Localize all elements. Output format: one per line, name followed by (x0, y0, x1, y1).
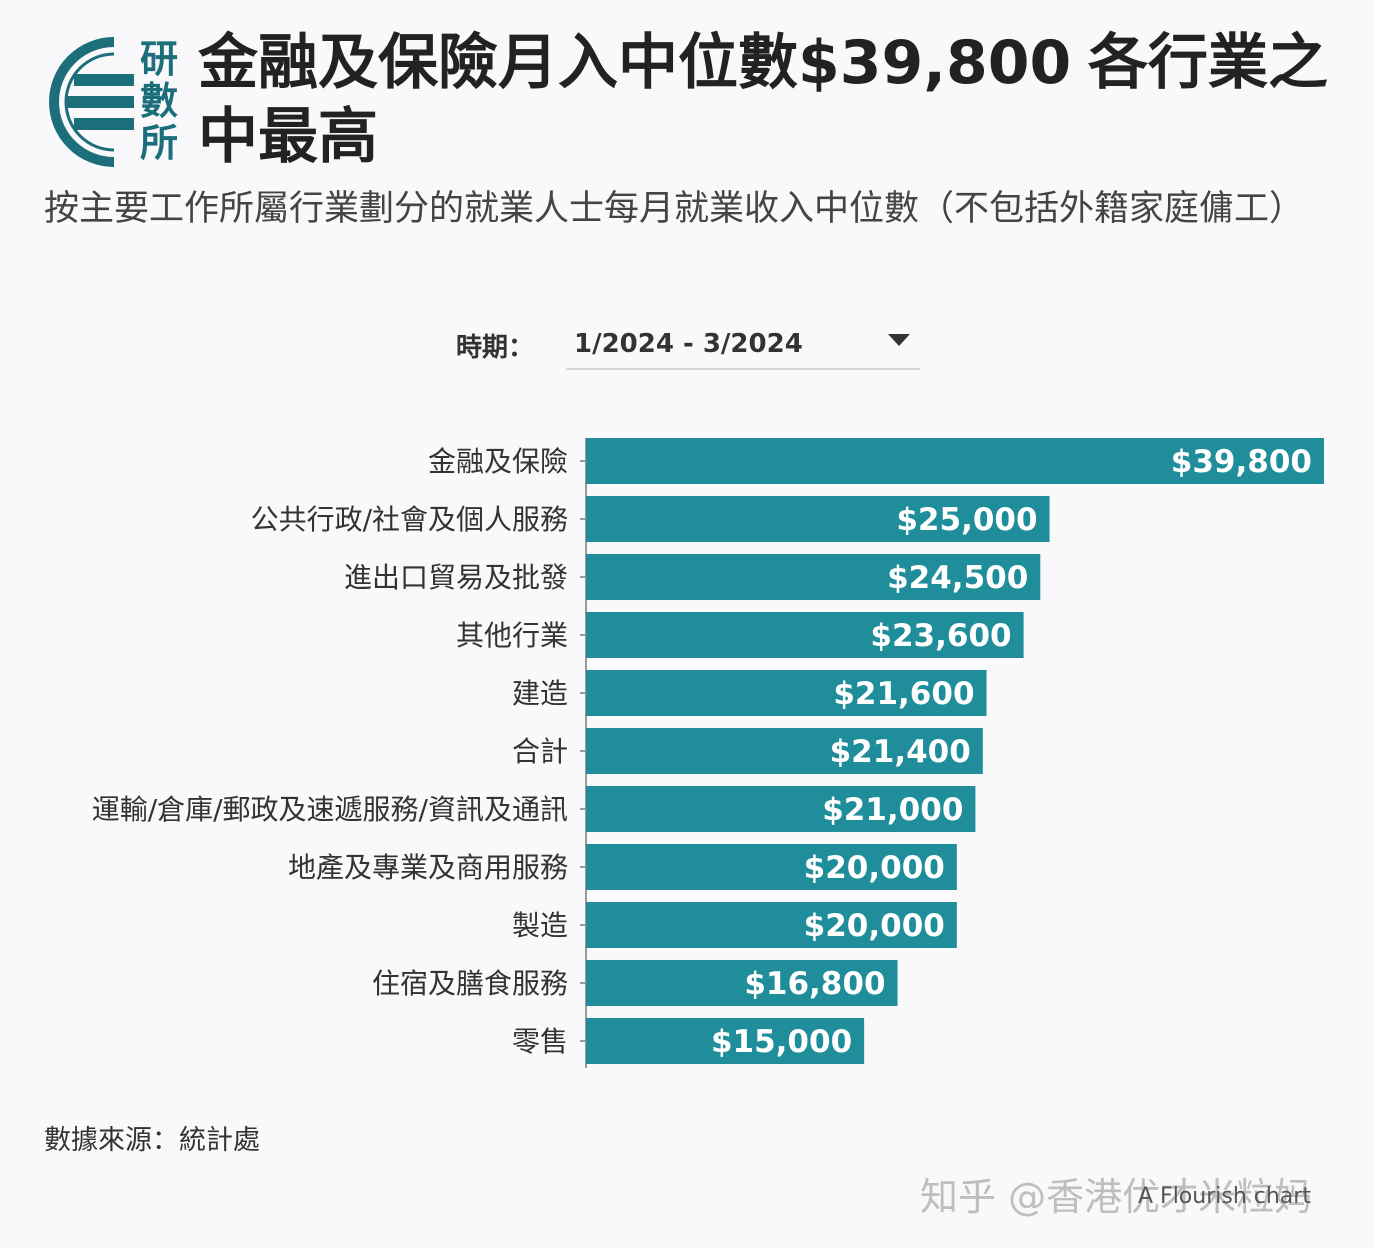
bar[interactable] (586, 496, 1050, 542)
bar-value-label: $16,800 (744, 966, 885, 1002)
bar-value-label: $21,000 (822, 792, 963, 828)
bar[interactable] (586, 612, 1024, 658)
bar-value-label: $39,800 (1171, 444, 1312, 480)
category-label: 建造 (512, 677, 568, 710)
bar-value-label: $21,600 (833, 676, 974, 712)
watermark: 知乎 @香港优才米粒妈 (920, 1175, 1313, 1219)
category-label: 金融及保險 (428, 445, 568, 478)
bar-value-label: $23,600 (870, 618, 1011, 654)
logo (44, 34, 184, 170)
bar[interactable] (586, 786, 976, 832)
bar-value-label: $25,000 (896, 502, 1037, 538)
logo-text: 研 數 所 (136, 38, 182, 164)
category-label: 進出口貿易及批發 (344, 561, 568, 594)
category-label: 公共行政/社會及個人服務 (251, 503, 568, 536)
chart-title: 金融及保險月入中位數$39,800 各行業之 中最高 (198, 26, 1348, 174)
bar[interactable] (586, 728, 983, 774)
category-label: 運輸/倉庫/郵政及速遞服務/資訊及通訊 (92, 793, 568, 826)
bar[interactable] (586, 554, 1041, 600)
category-label: 其他行業 (456, 619, 568, 652)
chevron-down-icon[interactable] (888, 334, 910, 346)
period-value: 1/2024 - 3/2024 (574, 329, 803, 359)
category-label: 合計 (512, 735, 568, 768)
bar[interactable] (586, 844, 957, 890)
bar-chart: 金融及保險 $39,800 公共行政/社會及個人服務 $25,000 進出口貿易及批發 $… (92, 438, 1324, 1068)
bar[interactable] (586, 1018, 865, 1064)
category-label: 住宿及膳食服務 (372, 967, 568, 1000)
bar[interactable] (586, 960, 898, 1006)
period-filter: 時期： 1/2024 - 3/2024 (456, 320, 920, 370)
logo-char: 數 (139, 79, 178, 123)
chart-subtitle: 按主要工作所屬行業劃分的就業人士每月就業收入中位數（不包括外籍家庭傭工） (44, 189, 1305, 229)
data-source: 數據來源：統計處 (44, 1125, 260, 1156)
logo-char: 研 (139, 37, 178, 81)
bar[interactable] (586, 902, 957, 948)
category-label: 零售 (512, 1025, 568, 1058)
title-line2: 中最高 (198, 102, 378, 172)
bar-value-label: $15,000 (711, 1024, 852, 1060)
title-line1b: 各行業之 (1088, 28, 1328, 98)
category-label: 製造 (512, 909, 568, 942)
flourish-credit[interactable]: A Flourish chart (1138, 1184, 1311, 1209)
bar[interactable] (586, 438, 1324, 484)
bar-value-label: $20,000 (804, 850, 945, 886)
bar[interactable] (586, 670, 987, 716)
bar-value-label: $20,000 (804, 908, 945, 944)
bar-value-label: $24,500 (887, 560, 1028, 596)
title-line1: 金融及保險月入中位數$39,800 (198, 28, 1072, 98)
period-label: 時期： (456, 332, 535, 363)
category-label: 地產及專業及商用服務 (288, 851, 568, 884)
logo-char: 所 (139, 121, 178, 165)
period-dropdown[interactable]: 1/2024 - 3/2024 (566, 320, 920, 370)
logo-emblem-icon (49, 37, 134, 167)
bar-value-label: $21,400 (830, 734, 971, 770)
